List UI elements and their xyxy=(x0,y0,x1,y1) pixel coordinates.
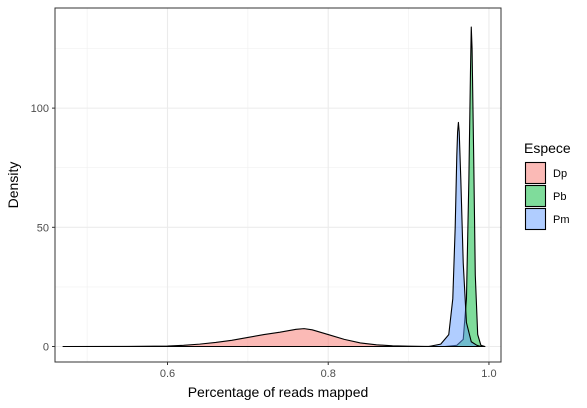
y-axis-title: Density xyxy=(5,162,21,209)
legend: Espece Dp Pb Pm xyxy=(524,140,571,231)
legend-label-dp: Dp xyxy=(553,168,567,180)
legend-key-dp xyxy=(524,161,547,185)
x-tick-label: 0.8 xyxy=(321,368,336,380)
y-tick-label: 0 xyxy=(43,342,49,354)
x-axis-title: Percentage of reads mapped xyxy=(188,384,369,400)
density-area-pm xyxy=(428,121,482,348)
legend-label-pb: Pb xyxy=(553,191,566,203)
x-tick-label: 1.0 xyxy=(481,368,496,380)
density-area-dp xyxy=(62,328,482,348)
y-tick-label: 100 xyxy=(31,103,49,115)
panel-border xyxy=(54,7,502,363)
legend-label-pm: Pm xyxy=(553,214,570,226)
legend-key-pm xyxy=(524,207,547,231)
legend-title: Espece xyxy=(524,140,571,156)
legend-key-pb xyxy=(524,184,547,208)
x-axis: 0.6 0.8 1.0 xyxy=(160,362,497,380)
y-tick-label: 50 xyxy=(37,222,49,234)
x-tick-label: 0.6 xyxy=(160,368,175,380)
density-areas xyxy=(62,26,486,348)
y-axis: 0 50 100 xyxy=(31,103,55,354)
grid-lines xyxy=(55,8,501,362)
